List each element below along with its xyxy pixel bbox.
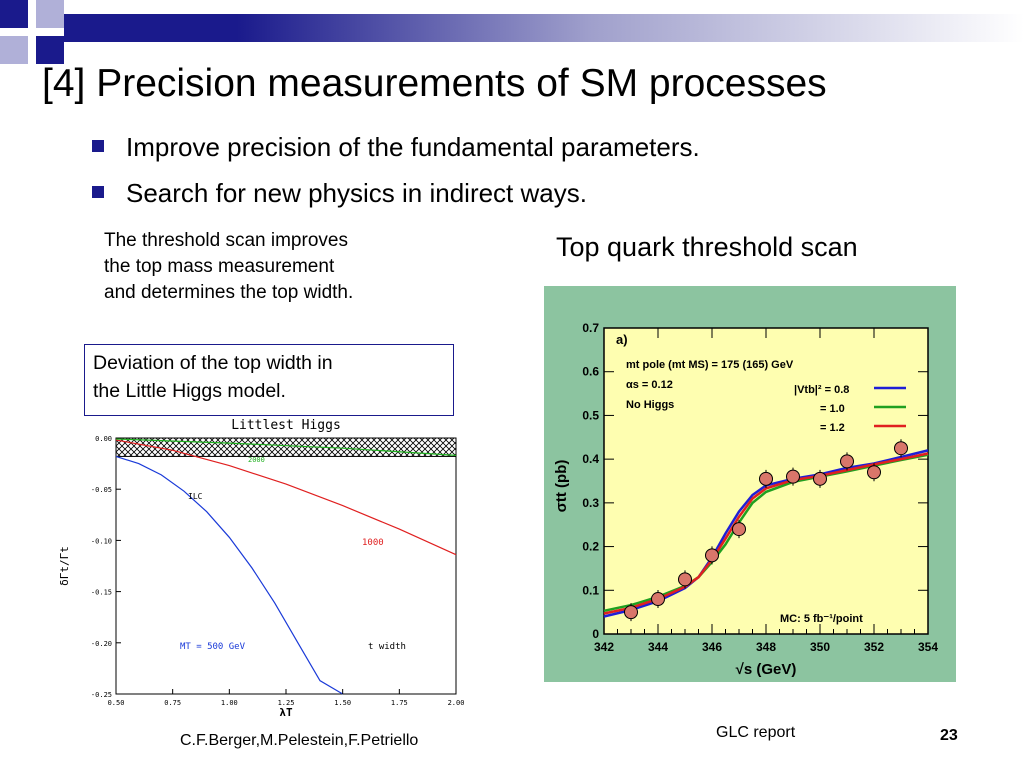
decor-square [0, 36, 28, 64]
info-line: No Higgs [626, 399, 674, 411]
x-ticks: 342 344 346 348 350 352 354 [594, 328, 938, 654]
data-point [624, 605, 638, 620]
x-ticks: 0.50 0.75 1.00 1.25 1.50 1.75 2.00 [108, 689, 465, 707]
right-plot-title: Top quark threshold scan [556, 232, 858, 262]
description-line: and determines the top width. [104, 282, 354, 303]
data-point [840, 454, 854, 469]
x-tick-label: 346 [702, 640, 722, 654]
bullet-square-icon [92, 186, 104, 198]
series-line-1 [115, 439, 457, 556]
legend-header: |Vtb|² = 0.8 [794, 384, 849, 396]
x-tick-label: 354 [918, 640, 938, 654]
x-tick-label: 344 [648, 640, 668, 654]
y-ticks: 0 0.1 0.2 0.3 0.4 0.5 0.6 0.7 [582, 321, 928, 641]
annotation-ilc: ILC [188, 492, 203, 501]
series-line-1 [603, 453, 929, 613]
data-point [867, 465, 881, 480]
bullet-text: Improve precision of the fundamental par… [126, 132, 700, 162]
panel-label: a) [616, 332, 628, 347]
x-tick-label: 352 [864, 640, 884, 654]
bullet-item: Improve precision of the fundamental par… [92, 132, 700, 163]
footer-report: GLC report [716, 724, 796, 741]
slide-title: [4] Precision measurements of SM process… [42, 62, 827, 105]
x-tick-label: 0.50 [108, 699, 125, 707]
chart-title: Littlest Higgs [231, 418, 341, 433]
littlest-higgs-chart: Littlest Higgs 0.50 0.75 1.00 1.25 1.50 1.75 2… [58, 418, 465, 718]
x-tick-label: 1.75 [391, 699, 408, 707]
legend-entry: = 1.0 [820, 403, 845, 415]
y-tick-label: 0.6 [582, 365, 599, 379]
callout-line: the Little Higgs model. [93, 380, 286, 402]
data-point [813, 471, 827, 486]
info-line: mt pole (mt MS) = 175 (165) GeV [626, 359, 794, 371]
bullet-text: Search for new physics in indirect ways. [126, 178, 587, 208]
y-tick-label: 0.7 [582, 321, 599, 335]
y-tick-label: 0.2 [582, 540, 599, 554]
y-tick-label: -0.15 [91, 589, 112, 597]
annotation-green: 2000 [248, 456, 265, 464]
series-line-0 [603, 449, 929, 618]
y-tick-label: 0.00 [95, 435, 112, 443]
x-tick-label: 342 [594, 640, 614, 654]
decor-square [36, 36, 64, 64]
series-line-2 [115, 438, 457, 456]
series-line-0 [115, 455, 344, 695]
y-tick-label: 0.1 [582, 583, 599, 597]
y-tick-label: -0.20 [91, 640, 112, 648]
x-tick-label: 0.75 [164, 699, 181, 707]
bullet-square-icon [92, 140, 104, 152]
y-tick-label: 0.3 [582, 496, 599, 510]
y-tick-label: -0.05 [91, 486, 112, 494]
y-axis-label: σtt (pb) [553, 460, 570, 513]
plot-frame [115, 437, 457, 695]
x-tick-label: 348 [756, 640, 776, 654]
series-line-2 [603, 452, 929, 615]
description-line: the top mass measurement [104, 256, 335, 277]
annotation-red: 1000 [362, 538, 384, 548]
mc-label: MC: 5 fb⁻¹/point [780, 613, 863, 625]
data-point [786, 469, 800, 484]
data-point [732, 522, 746, 537]
data-point [651, 592, 665, 607]
threshold-scan-chart: 342 344 346 348 350 352 354 0 0.1 0.2 0.3 0.4 0.5 0.… [544, 286, 956, 682]
x-tick-label: 1.00 [221, 699, 238, 707]
decor-square [36, 0, 64, 28]
x-tick-label: 1.50 [334, 699, 351, 707]
info-line: αs = 0.12 [626, 379, 673, 391]
series-group [115, 438, 457, 695]
y-tick-label: 0.4 [582, 452, 599, 466]
data-point [705, 548, 719, 563]
y-tick-label: 0.5 [582, 408, 599, 422]
x-tick-label: 1.25 [278, 699, 295, 707]
y-tick-label: -0.25 [91, 691, 112, 699]
x-tick-label: 2.00 [448, 699, 465, 707]
decor-square [0, 0, 28, 28]
annotation-width: t width [368, 642, 406, 652]
description-line: The threshold scan improves [104, 230, 348, 251]
annotation-mass: MT = 500 GeV [180, 642, 246, 652]
bullet-item: Search for new physics in indirect ways. [92, 178, 587, 209]
y-ticks: 0.00 -0.05 -0.10 -0.15 -0.20 -0.25 [91, 435, 121, 699]
description-text: The threshold scan improves the top mass… [104, 228, 353, 306]
data-point [678, 572, 692, 587]
legend-entry: = 1.2 [820, 422, 845, 434]
callout-line: Deviation of the top width in [93, 352, 333, 374]
series-group [603, 449, 929, 618]
data-point [759, 471, 773, 486]
data-point [894, 441, 908, 456]
x-axis-label: λT [279, 706, 293, 718]
footer-authors: C.F.Berger,M.Pelestein,F.Petriello [180, 732, 419, 749]
callout-box: Deviation of the top width in the Little… [84, 344, 454, 416]
page-number: 23 [940, 727, 958, 744]
y-axis-label: δΓt/Γt [58, 546, 71, 586]
decor-gradient-bar [64, 14, 1024, 42]
y-tick-label: -0.10 [91, 537, 112, 545]
data-points [624, 439, 908, 622]
y-tick-label: 0 [592, 627, 599, 641]
x-axis-label: √s (GeV) [736, 661, 797, 678]
x-tick-label: 350 [810, 640, 830, 654]
